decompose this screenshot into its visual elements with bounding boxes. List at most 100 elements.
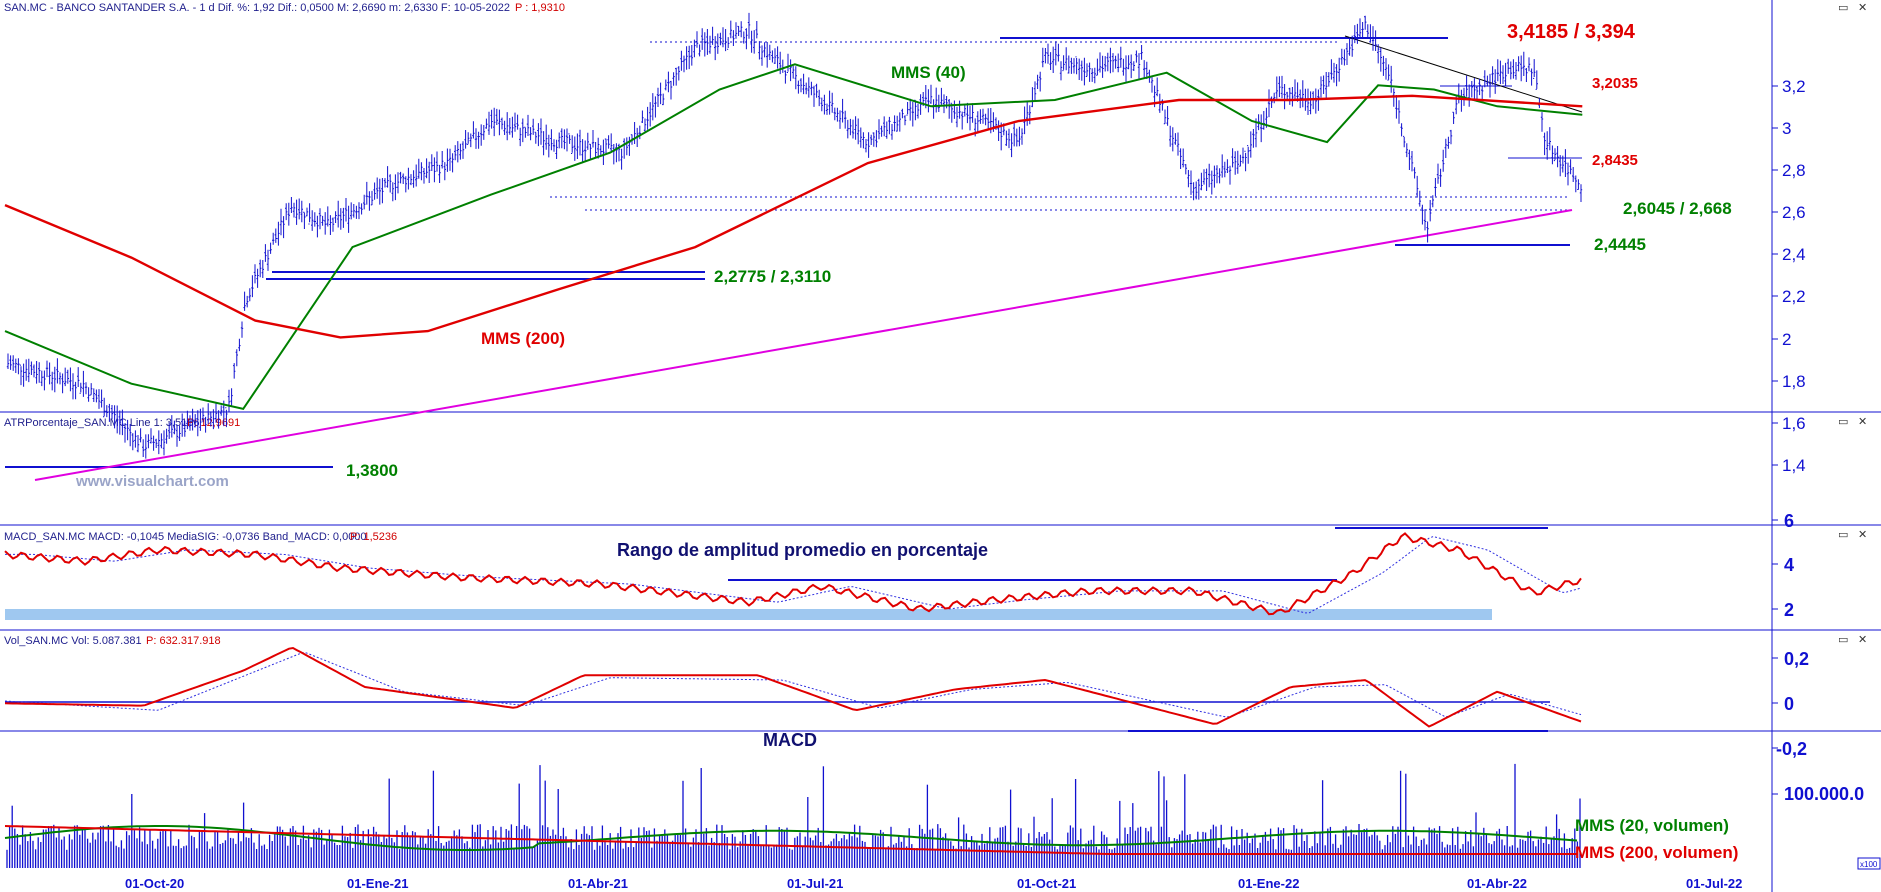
price-bar bbox=[784, 70, 787, 84]
price-bar bbox=[521, 118, 524, 143]
price-bar bbox=[1486, 75, 1489, 87]
price-bar bbox=[703, 32, 706, 57]
price-bar bbox=[61, 373, 64, 394]
resistance-trendline bbox=[1344, 35, 1583, 113]
price-bar bbox=[763, 42, 766, 58]
price-bar bbox=[1491, 66, 1494, 85]
price-bar bbox=[474, 128, 478, 149]
price-bar bbox=[1020, 128, 1024, 145]
price-bar bbox=[597, 137, 600, 159]
price-bar bbox=[1221, 154, 1224, 178]
price-bar bbox=[1499, 60, 1502, 85]
price-bar bbox=[1546, 131, 1549, 160]
price-bar bbox=[1184, 164, 1187, 175]
price-bar bbox=[277, 221, 280, 246]
price-bar bbox=[833, 107, 836, 121]
price-bar bbox=[209, 411, 212, 427]
price-bar bbox=[352, 204, 355, 218]
price-bar bbox=[186, 410, 189, 430]
price-bar bbox=[326, 206, 329, 227]
price-bar bbox=[412, 170, 415, 188]
label-mms40: MMS (40) bbox=[891, 63, 966, 82]
price-bar bbox=[584, 140, 587, 161]
price-bar bbox=[357, 202, 361, 220]
price-bar bbox=[1501, 65, 1505, 84]
price-bar bbox=[1132, 61, 1135, 71]
price-bar bbox=[789, 59, 792, 82]
price-bar bbox=[893, 115, 896, 132]
price-bar bbox=[1182, 148, 1185, 168]
minimize-icon[interactable]: ▭ bbox=[1838, 633, 1848, 646]
vol-header: Vol_SAN.MC Vol: 5.087.381 bbox=[4, 635, 142, 647]
price-bar bbox=[1481, 86, 1484, 101]
price-bar bbox=[175, 424, 179, 447]
price-bar bbox=[633, 122, 636, 144]
price-bar bbox=[344, 198, 348, 222]
price-bar bbox=[246, 295, 249, 308]
price-bar bbox=[1267, 89, 1271, 118]
price-bar bbox=[823, 94, 826, 115]
minimize-icon[interactable]: ▭ bbox=[1838, 528, 1848, 541]
price-bar bbox=[651, 93, 654, 121]
price-bar bbox=[1548, 127, 1551, 151]
price-bar bbox=[409, 174, 413, 186]
price-bar bbox=[1426, 221, 1429, 243]
price-bar bbox=[495, 108, 498, 125]
price-bar bbox=[1332, 62, 1336, 83]
price-bar bbox=[298, 198, 301, 220]
close-icon[interactable]: ✕ bbox=[1858, 1, 1867, 14]
label-vol-mms200: MMS (200, volumen) bbox=[1575, 843, 1738, 862]
price-bar bbox=[274, 228, 277, 243]
price-bar bbox=[1470, 81, 1473, 98]
close-icon[interactable]: ✕ bbox=[1858, 415, 1867, 428]
price-bar bbox=[669, 80, 673, 100]
price-bar bbox=[1249, 131, 1252, 158]
price-bar bbox=[1403, 135, 1406, 148]
price-bar bbox=[121, 409, 124, 436]
price-bar bbox=[599, 145, 602, 156]
price-bar bbox=[1322, 75, 1325, 94]
window-controls[interactable]: ▭ ✕ ▭ ✕ ▭ ✕ ▭ ✕ bbox=[1838, 1, 1867, 646]
price-bar bbox=[854, 116, 857, 140]
price-bar bbox=[1418, 190, 1421, 207]
price-bar bbox=[1228, 165, 1232, 185]
price-bar bbox=[1091, 68, 1094, 82]
price-bar bbox=[810, 81, 813, 96]
price-bar bbox=[846, 119, 849, 139]
price-bar bbox=[487, 111, 491, 135]
price-bar bbox=[370, 190, 374, 206]
price-bar bbox=[1543, 132, 1546, 156]
price-bar bbox=[690, 45, 693, 66]
price-bar bbox=[1150, 76, 1154, 93]
price-tick: 3,2 bbox=[1782, 77, 1806, 96]
price-bar bbox=[1088, 62, 1091, 82]
price-bar bbox=[113, 405, 116, 429]
price-bar bbox=[586, 132, 589, 150]
price-tick: 2,8 bbox=[1782, 161, 1806, 180]
close-icon[interactable]: ✕ bbox=[1858, 633, 1867, 646]
vol-unit-badge bbox=[1857, 857, 1881, 870]
close-icon[interactable]: ✕ bbox=[1858, 528, 1867, 541]
price-bar bbox=[1369, 24, 1372, 43]
minimize-icon[interactable]: ▭ bbox=[1838, 415, 1848, 428]
price-bar bbox=[950, 102, 953, 123]
price-bar bbox=[1005, 130, 1008, 146]
price-bar bbox=[1054, 41, 1057, 66]
price-support-lines bbox=[5, 37, 1582, 468]
price-bar bbox=[1410, 151, 1414, 172]
price-bar bbox=[378, 178, 381, 205]
price-bar bbox=[1301, 80, 1304, 108]
price-bar bbox=[71, 373, 75, 400]
price-bar bbox=[17, 358, 20, 375]
minimize-icon[interactable]: ▭ bbox=[1838, 1, 1848, 14]
price-bar bbox=[383, 178, 387, 188]
price-bar bbox=[191, 408, 194, 431]
price-bar bbox=[461, 141, 465, 159]
price-bar bbox=[399, 171, 402, 184]
price-bar bbox=[1231, 148, 1234, 168]
price-bar bbox=[1036, 74, 1039, 89]
price-bar bbox=[1327, 72, 1330, 87]
price-bar bbox=[729, 20, 732, 39]
price-bar bbox=[123, 423, 127, 443]
price-bar bbox=[911, 101, 914, 127]
